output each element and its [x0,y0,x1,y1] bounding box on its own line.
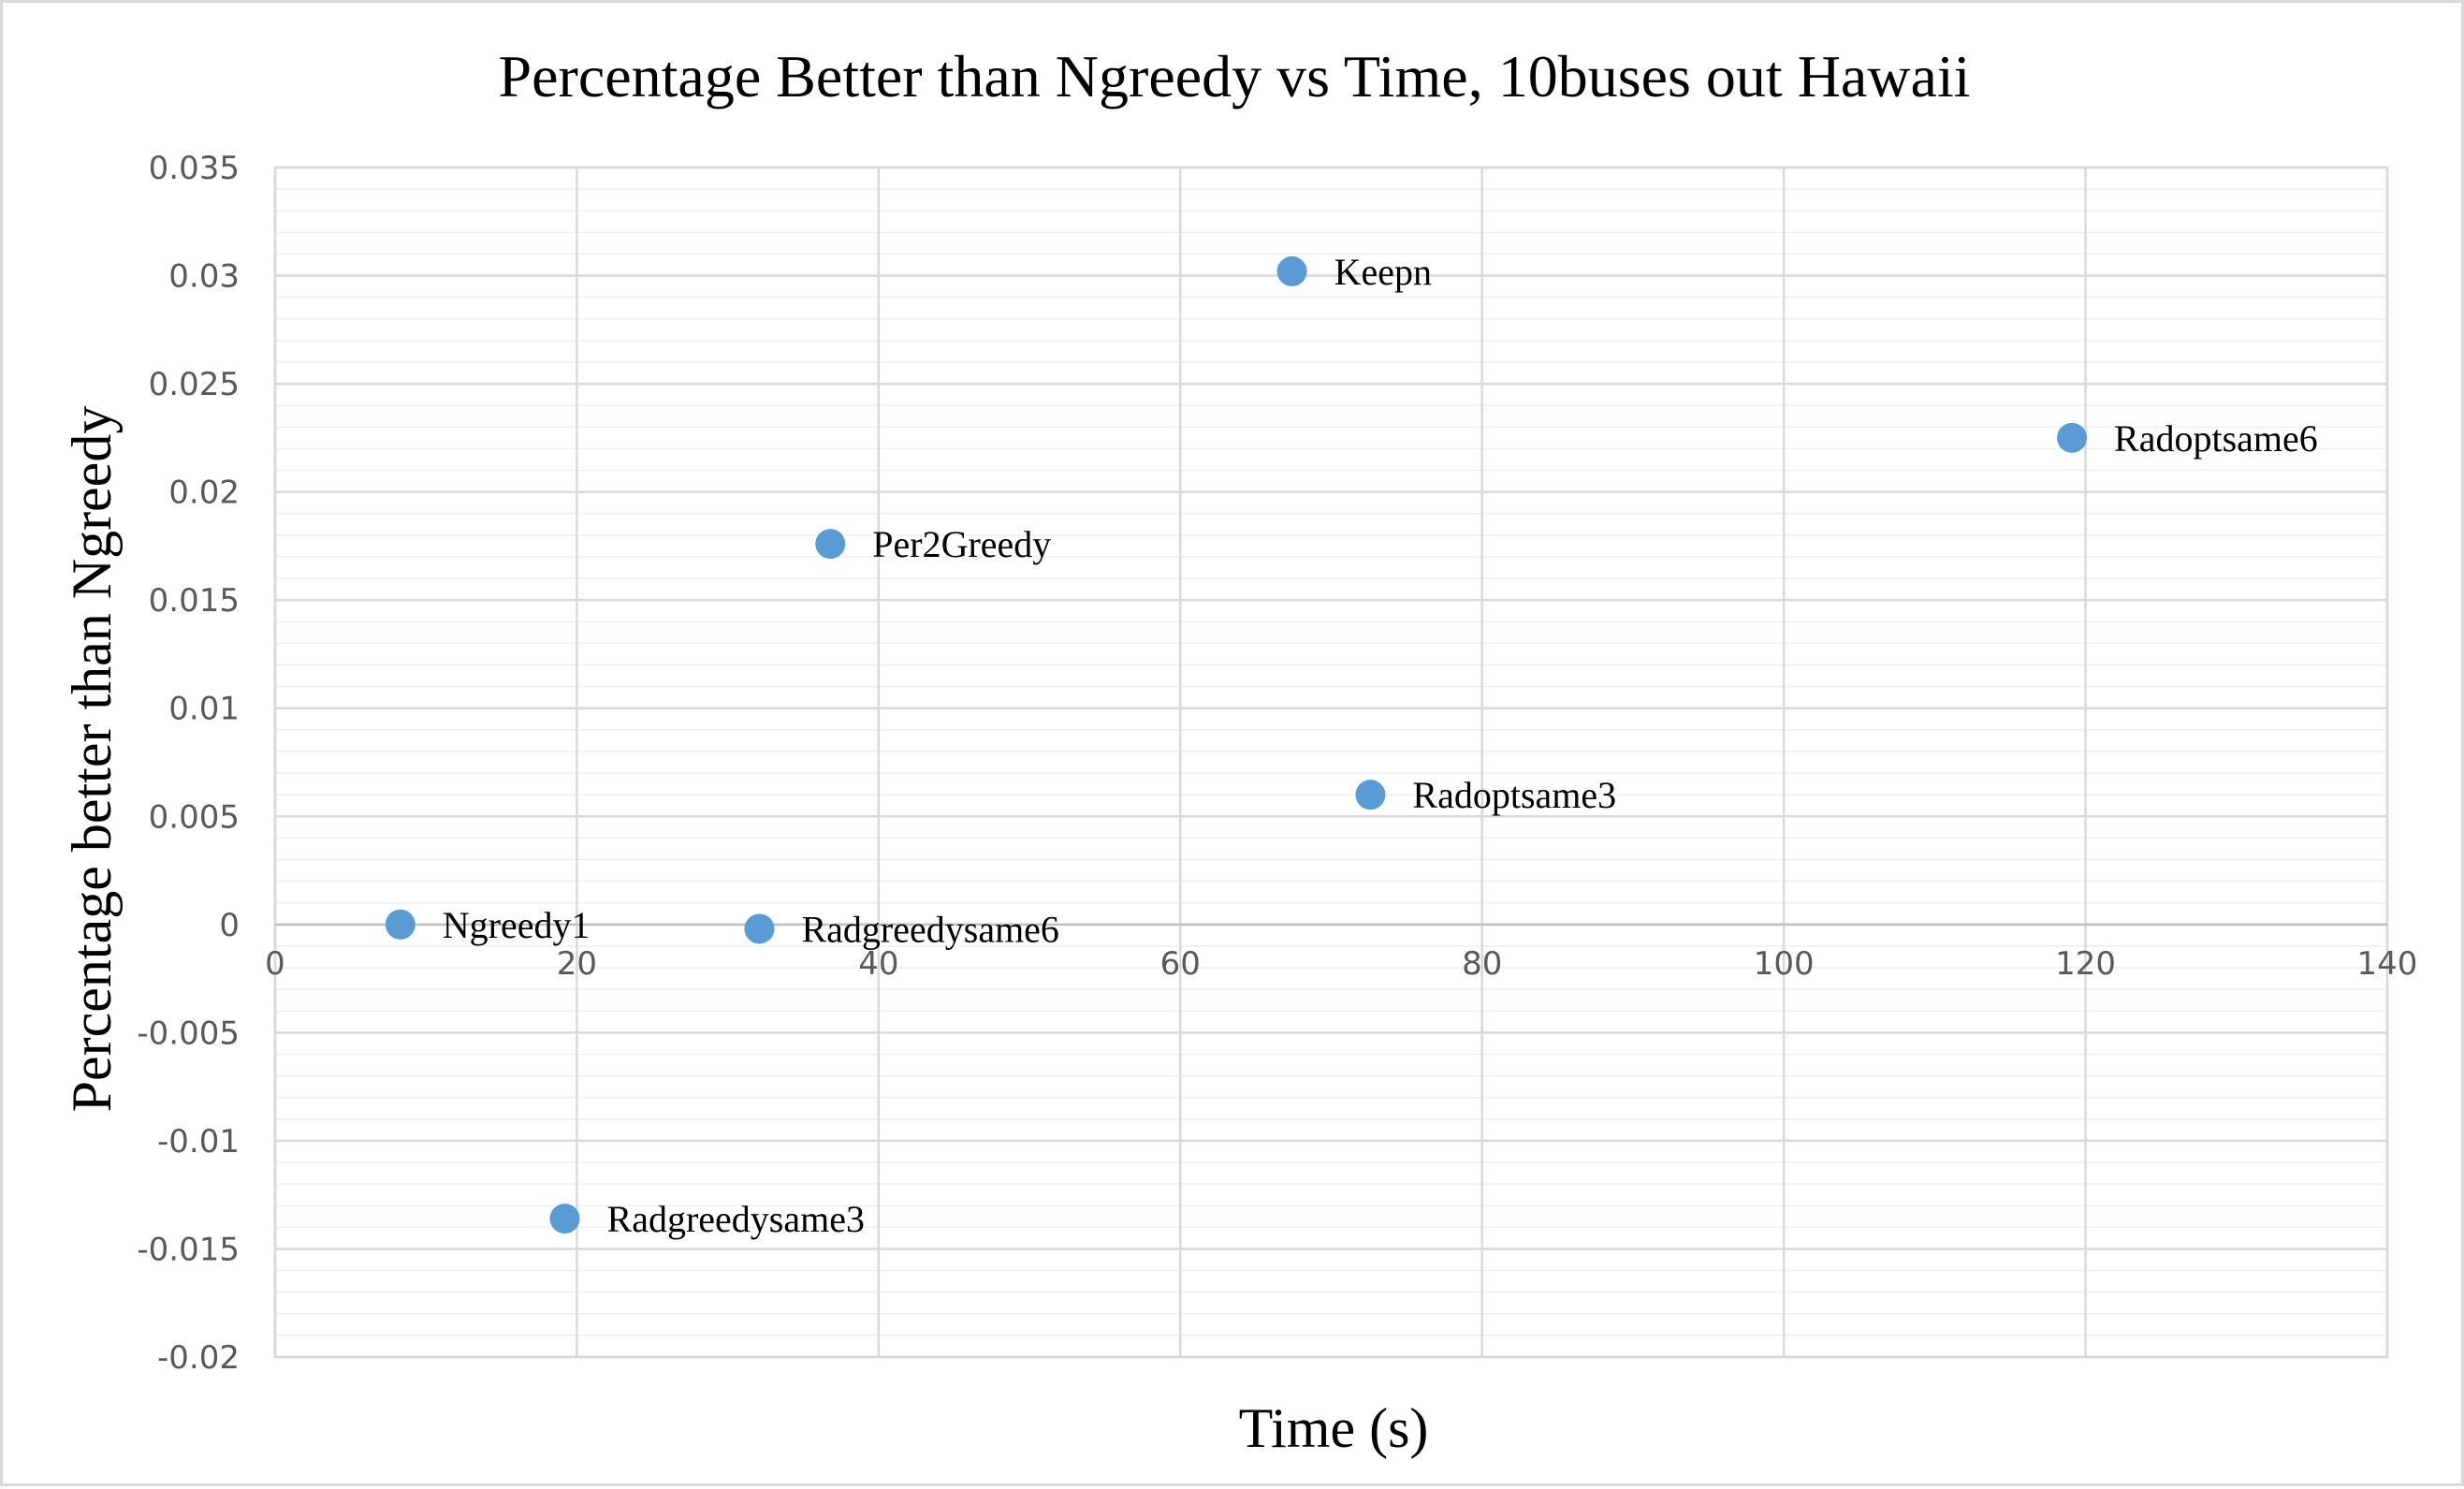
y-tick-labels: -0.02 -0.015 -0.01 -0.005 0 0.005 0.01 0.015 0.0… [137,150,240,1377]
data-points: Ngreedy1 Radgreedysame3 Radgreedysame6 Per2… [385,251,2318,1240]
data-point [2057,422,2088,453]
x-tick-label: 20 [557,945,597,983]
x-tick-label: 60 [1160,945,1201,983]
data-point-label: Ngreedy1 [443,904,590,946]
data-point [1276,255,1307,286]
x-tick-labels: 0 20 40 60 80 100 120 140 [265,945,2417,983]
scatter-chart: -0.02 -0.015 -0.01 -0.005 0 0.005 0.01 0.015 0.0… [61,43,2417,1459]
x-tick-label: 120 [2055,945,2116,983]
x-tick-label: 140 [2357,945,2418,983]
y-tick-label: -0.005 [137,1015,240,1052]
y-axis-title: Percentage better than Ngreedy [61,406,123,1113]
y-tick-label: 0.005 [149,798,240,836]
x-tick-label: 80 [1462,945,1502,983]
y-tick-label: -0.015 [137,1231,240,1268]
y-tick-label: 0 [219,907,240,944]
grid-layer [273,166,2389,1359]
x-tick-label: 0 [265,945,285,983]
plot-area-border [273,166,2389,1359]
data-point-label: Per2Greedy [872,523,1051,565]
data-point-label: Radoptsame3 [1412,774,1616,816]
data-point [385,909,416,940]
chart-title: Percentage Better than Ngreedy vs Time, … [499,43,1971,109]
y-tick-label: -0.01 [157,1123,240,1161]
data-point [744,913,775,944]
data-point-label: Radoptsame6 [2114,417,2318,460]
data-point-label: Keepn [1334,251,1432,293]
data-point-label: Radgreedysame6 [801,908,1058,950]
y-tick-label: 0.02 [168,474,240,512]
y-tick-label: 0.025 [149,366,240,403]
x-tick-label: 40 [858,945,898,983]
x-axis-title: Time (s) [1239,1397,1429,1459]
data-point [815,529,846,560]
data-point [1355,780,1386,810]
y-tick-label: 0.03 [168,258,240,296]
y-tick-label: 0.035 [149,150,240,187]
data-point-label: Radgreedysame3 [607,1198,865,1240]
data-point [549,1204,580,1234]
y-tick-label: 0.01 [168,691,240,728]
x-tick-label: 100 [1754,945,1815,983]
y-tick-label: 0.015 [149,582,240,620]
y-tick-label: -0.02 [157,1339,240,1377]
